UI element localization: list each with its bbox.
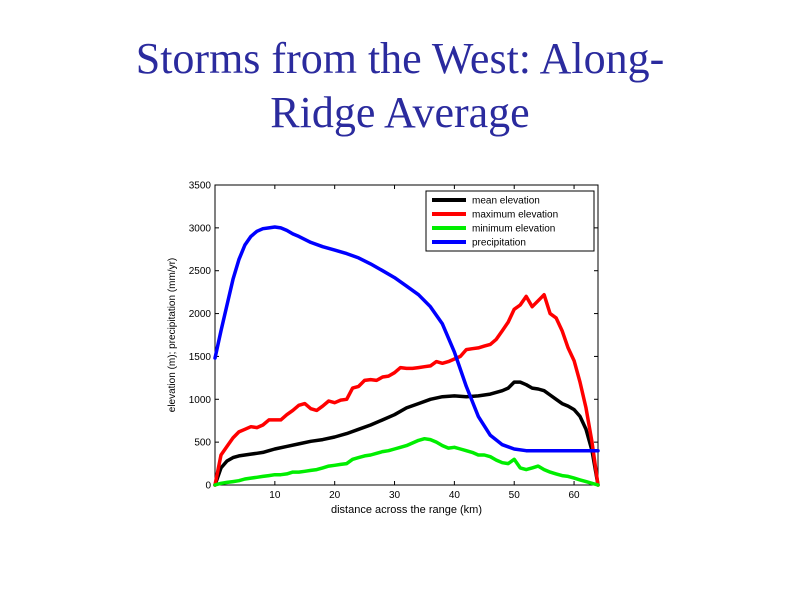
- y-tick-label: 0: [205, 481, 211, 492]
- x-tick-label: 10: [269, 490, 281, 501]
- y-axis-label: elevation (m); precipitation (mm/yr): [167, 258, 178, 412]
- y-tick-label: 500: [194, 438, 211, 449]
- y-tick-label: 2500: [189, 266, 212, 277]
- x-axis-label: distance across the range (km): [331, 504, 482, 516]
- legend-label: minimum elevation: [472, 224, 555, 235]
- legend-label: precipitation: [472, 238, 526, 249]
- x-tick-label: 40: [449, 490, 461, 501]
- series-line-mean-elevation: [213, 380, 600, 487]
- legend-label: mean elevation: [472, 196, 540, 207]
- series-line-precipitation: [213, 225, 600, 453]
- y-tick-label: 1500: [189, 352, 212, 363]
- chart-container: 0 500 1000 1500 2000 2500 3000 3500 10 20 30 40 50 60…: [160, 173, 610, 518]
- y-tick-label: 3000: [189, 223, 212, 234]
- x-tick-label: 50: [509, 490, 521, 501]
- y-tick-label: 1000: [189, 395, 212, 406]
- x-tick-label: 30: [389, 490, 401, 501]
- series-line-minimum-elevation: [213, 436, 600, 487]
- x-tick-label: 20: [329, 490, 341, 501]
- legend-label: maximum elevation: [472, 210, 558, 221]
- y-tick-label: 3500: [189, 181, 212, 192]
- y-tick-label: 2000: [189, 309, 212, 320]
- x-tick-label: 60: [569, 490, 581, 501]
- slide-title-line-2: Ridge Average: [270, 88, 530, 137]
- series-line-maximum-elevation: [213, 292, 600, 487]
- slide-title: Storms from the West: Along- Ridge Avera…: [0, 32, 800, 140]
- chart: 0 500 1000 1500 2000 2500 3000 3500 10 20 30 40 50 60…: [167, 181, 600, 516]
- slide-title-line-1: Storms from the West: Along-: [135, 34, 665, 83]
